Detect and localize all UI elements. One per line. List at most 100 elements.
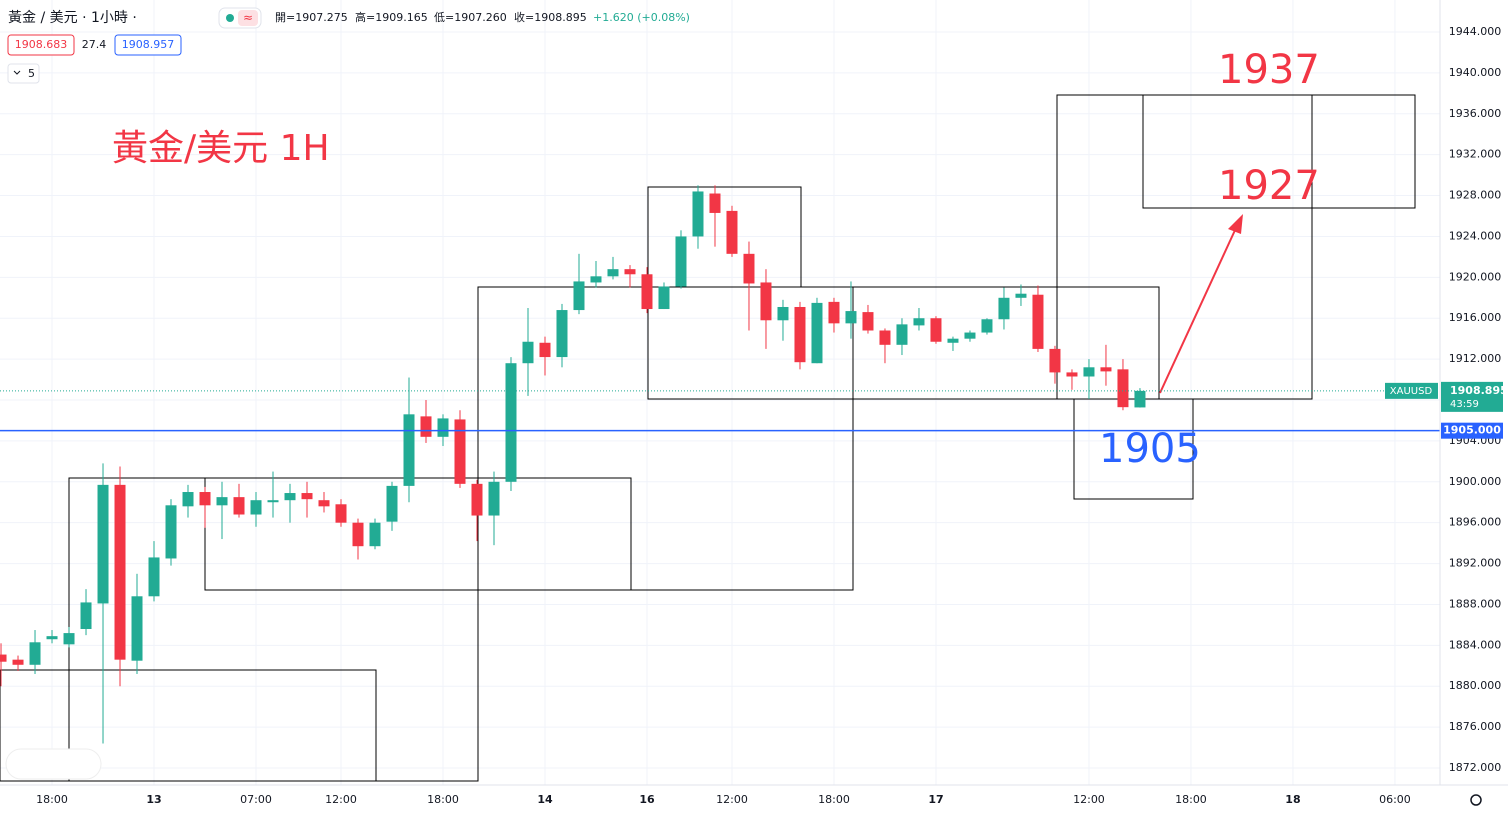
- candle-body: [454, 419, 466, 484]
- x-tick-label: 13: [146, 793, 161, 806]
- candle-body: [607, 269, 619, 277]
- candle-body: [182, 492, 194, 507]
- candle-body: [556, 310, 568, 358]
- candle-body: [930, 318, 942, 342]
- candle-body: [573, 281, 585, 311]
- x-tick-label: 18:00: [427, 793, 459, 806]
- candle-body: [981, 319, 993, 333]
- settings[interactable]: [1470, 794, 1482, 806]
- candle-body: [233, 497, 245, 515]
- x-tick-label: 14: [537, 793, 553, 806]
- candle-body: [12, 659, 24, 665]
- candle-body: [1117, 369, 1129, 408]
- candle-body: [488, 481, 500, 516]
- candle-body: [743, 253, 755, 284]
- ohlc: 高=1909.165: [355, 10, 428, 24]
- candle-body: [1100, 367, 1112, 372]
- arrow: [1159, 227, 1237, 394]
- hline-label: 1905.000: [1443, 424, 1501, 437]
- candle-body: [828, 301, 840, 324]
- ohlc: 開=1907.275: [275, 11, 348, 24]
- candle-body: [998, 297, 1010, 320]
- y-tick-label: 1880.000: [1449, 679, 1502, 692]
- candle-body: [539, 342, 551, 358]
- chevron: [13, 70, 21, 75]
- badge: ≈: [243, 11, 253, 25]
- symbol: 黃金 / 美元 · 1小時 ·: [8, 10, 137, 26]
- arrow-head: [1228, 214, 1243, 234]
- bid-box[interactable]: [7, 34, 75, 56]
- widget: [5, 748, 102, 780]
- candle-body: [80, 602, 92, 630]
- candle-body: [131, 596, 143, 661]
- candle-body: [1083, 367, 1095, 377]
- candle-body: [301, 493, 313, 500]
- grid: [0, 0, 1440, 785]
- candle-body: [29, 642, 41, 665]
- y-tick-label: 1920.000: [1449, 270, 1502, 283]
- annotation: 1927: [1218, 163, 1320, 209]
- box: [1073, 398, 1194, 500]
- symbol-label-bg: [1385, 382, 1438, 399]
- candle-body: [369, 522, 381, 547]
- ohlc: 低=1907.260: [434, 11, 507, 24]
- hline-label-bg: [1441, 422, 1503, 439]
- candle-body: [335, 504, 347, 523]
- candle-body: [0, 654, 7, 662]
- x-tick-label: 18: [1285, 793, 1300, 806]
- y-tick-label: 1924.000: [1449, 229, 1502, 242]
- last-price-label: 1908.895: [1450, 384, 1508, 397]
- badge-bg: [238, 10, 258, 26]
- candle-body: [760, 282, 772, 321]
- annotation: 1937: [1218, 47, 1320, 93]
- y-tick-label: 1872.000: [1449, 761, 1502, 774]
- candle-body: [675, 236, 687, 287]
- candle-body: [726, 210, 738, 254]
- box: [647, 286, 1160, 400]
- y-tick-label: 1940.000: [1449, 66, 1502, 79]
- candle-body: [318, 500, 330, 507]
- indicator-toggle[interactable]: [7, 63, 40, 84]
- candle-body: [522, 341, 534, 364]
- candle-body: [845, 311, 857, 324]
- y-tick-label: 1928.000: [1449, 189, 1502, 202]
- candle-body: [165, 505, 177, 559]
- candle-body: [862, 312, 874, 331]
- x-tick-label: 12:00: [325, 793, 357, 806]
- candle-body: [1032, 294, 1044, 349]
- candle-body: [811, 302, 823, 364]
- candle-body: [199, 492, 211, 506]
- candle-body: [148, 557, 160, 597]
- x-tick-label: 12:00: [1073, 793, 1105, 806]
- change: +1.620 (+0.08%): [593, 11, 690, 24]
- y-tick-label: 1944.000: [1449, 25, 1502, 38]
- candle-body: [658, 286, 670, 310]
- y-tick-label: 1896.000: [1449, 516, 1502, 529]
- candle-body: [1049, 348, 1061, 373]
- axes: 1944.000 1940.000 1936.000 1932.000 1928.000…: [36, 25, 1508, 806]
- candle-body: [777, 306, 789, 321]
- candle-body: [284, 493, 296, 501]
- plot: [0, 185, 1440, 744]
- chart-title: 黃金/美元 1H: [112, 128, 330, 169]
- spread: 27.4: [82, 38, 107, 51]
- candle-body: [437, 418, 449, 437]
- candle-body: [896, 324, 908, 345]
- ask-box[interactable]: [114, 34, 182, 56]
- candle-body: [709, 193, 721, 213]
- candle-body: [964, 332, 976, 339]
- candle-body: [1134, 390, 1146, 408]
- status-dot: [226, 14, 234, 22]
- y-tick-label: 1900.000: [1449, 475, 1502, 488]
- box: [1142, 94, 1416, 209]
- candle-body: [947, 338, 959, 343]
- x-tick-label: 12:00: [716, 793, 748, 806]
- x-tick-label: 06:00: [1379, 793, 1411, 806]
- ask: 1908.957: [122, 38, 175, 51]
- symbol-label: XAUUSD: [1390, 386, 1433, 397]
- candle-body: [505, 363, 517, 482]
- candle-body: [879, 330, 891, 345]
- candle-body: [1066, 372, 1078, 377]
- y-tick-label: 1936.000: [1449, 107, 1502, 120]
